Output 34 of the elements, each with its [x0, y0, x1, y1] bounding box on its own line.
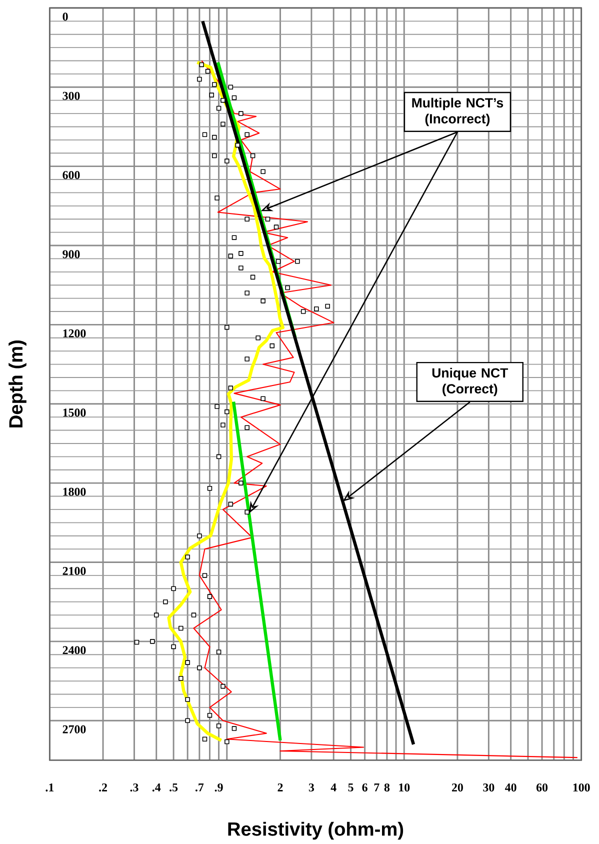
y-tick-label: 900 — [62, 250, 80, 258]
x-tick-label: .3 — [130, 783, 138, 792]
x-axis-title: Resistivity (ohm-m) — [228, 822, 403, 840]
x-tick-label: 100 — [573, 783, 590, 792]
y-axis-title: Depth (m) — [8, 340, 26, 428]
y-tick-label: 2400 — [62, 646, 86, 654]
y-tick-label: 2100 — [62, 566, 86, 575]
x-tick-label: 3 — [308, 783, 314, 792]
x-tick-label: 8 — [384, 783, 390, 792]
y-tick-label: 1500 — [63, 408, 86, 417]
x-tick-label: 2 — [278, 783, 283, 792]
x-tick-label: .4 — [152, 783, 161, 792]
x-tick-label: 4 — [330, 783, 336, 792]
x-tick-label: .9 — [214, 783, 223, 792]
x-tick-label: .5 — [169, 783, 178, 792]
annotation: Unique NCT (Correct) — [432, 368, 508, 396]
y-tick-label: 2700 — [62, 725, 86, 734]
x-tick-label: 30 — [483, 783, 494, 792]
x-tick-label: 60 — [536, 783, 548, 792]
x-tick-label: 20 — [452, 783, 463, 792]
x-tick-label: 7 — [374, 783, 380, 792]
x-tick-label: .7 — [195, 783, 204, 792]
x-tick-label: 5 — [348, 783, 354, 792]
y-tick-label: 300 — [62, 92, 80, 100]
y-tick-label: 600 — [62, 171, 80, 180]
x-tick-label: .2 — [98, 783, 107, 792]
y-tick-label: 0 — [62, 12, 68, 21]
x-tick-label: 40 — [504, 783, 516, 792]
y-tick-label: 1200 — [63, 329, 86, 338]
annotation: Multiple NCT’s (Incorrect) — [412, 98, 503, 126]
y-tick-label: 1800 — [63, 488, 86, 496]
x-tick-label: .1 — [46, 783, 54, 792]
x-tick-label: 10 — [399, 783, 410, 792]
x-tick-label: 6 — [362, 783, 368, 792]
